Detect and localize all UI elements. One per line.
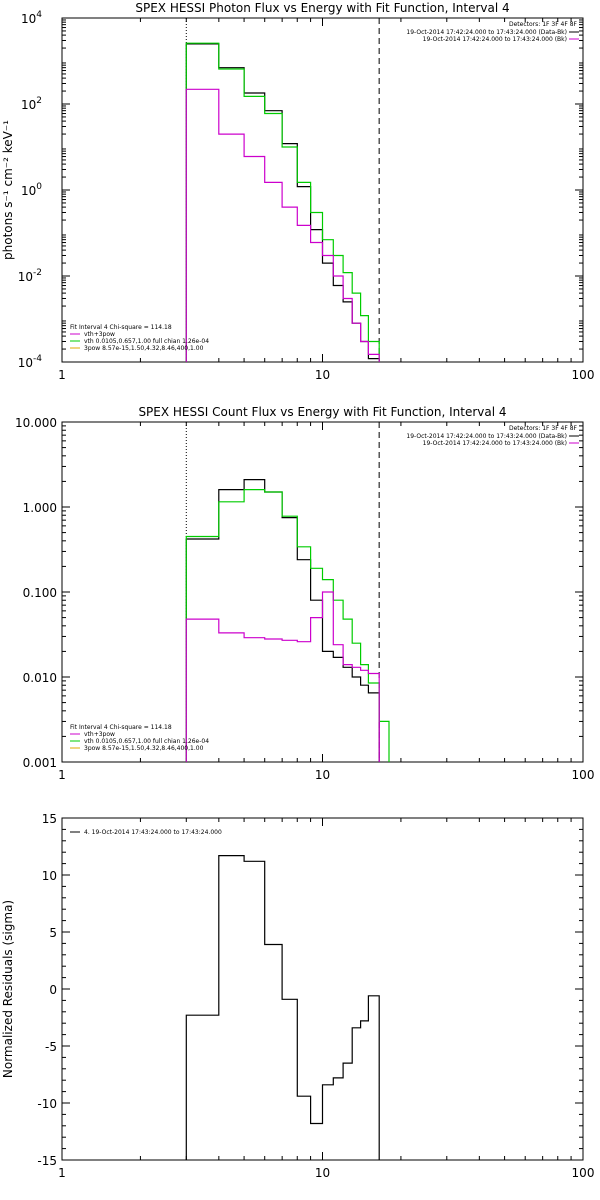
x-tick-label: 10 <box>315 768 330 782</box>
y-tick-base: 10 <box>18 356 33 370</box>
series-3-line <box>185 591 380 762</box>
y-tick-label: 10-2 <box>18 268 42 284</box>
series-1-line <box>185 479 380 762</box>
y-tick-exponent: 0 <box>36 182 42 192</box>
legend-detectors-header: Detectors: 1F 3F 4F 8F <box>509 425 578 432</box>
y-tick-label: -10 <box>37 1097 57 1111</box>
legend-entry: 3pow 8.57e-15,1.50,4.32,8.46,400,1.00 <box>84 745 204 752</box>
x-tick-label: 100 <box>572 768 595 782</box>
y-tick-label: -15 <box>37 1154 57 1168</box>
plot-title: SPEX HESSI Count Flux vs Energy with Fit… <box>138 405 506 419</box>
x-tick-label: 10 <box>315 368 330 382</box>
x-tick-label: 1 <box>58 768 66 782</box>
x-tick-label: 10 <box>315 1166 330 1180</box>
legend-detectors-header: Detectors: 1F 3F 4F 8F <box>509 21 578 28</box>
y-tick-exponent: -4 <box>33 354 42 364</box>
legend-entry: 19-Oct-2014 17:42:24.000 to 17:43:24.000… <box>423 440 567 447</box>
legend-entry: vth 0.0105,0.657,1.00 full chian 1.26e-0… <box>84 338 209 345</box>
y-tick-exponent: -2 <box>33 268 42 278</box>
y-tick-label: 0.100 <box>23 586 57 600</box>
y-tick-label: 0 <box>49 983 57 997</box>
series-3-line <box>185 88 380 362</box>
y-tick-label: 15 <box>42 812 57 826</box>
y-tick-label: 102 <box>21 96 42 112</box>
y-tick-base: 10 <box>21 98 36 112</box>
y-axis-label: photons s⁻¹ cm⁻² keV⁻¹ <box>1 120 15 260</box>
series-1-line <box>185 43 380 362</box>
plot-panel-2: SPEX HESSI Count Flux vs Energy with Fit… <box>15 405 594 782</box>
legend-fit-header: Fit Interval 4 Chi-square = 114.18 <box>70 724 172 731</box>
x-tick-label: 1 <box>58 368 66 382</box>
plot-panel-3: 1 10 100 -15 -10 -5 0 5 10 15 Normalized Residuals… <box>1 812 594 1180</box>
legend-entry: 3pow 8.57e-15,1.50,4.32,8.46,400,1.00 <box>84 345 204 352</box>
legend-entry: 19-Oct-2014 17:42:24.000 to 17:43:24.000… <box>406 433 567 440</box>
y-tick-base: 10 <box>21 184 36 198</box>
series-2-line <box>185 42 380 362</box>
y-axis-label: Normalized Residuals (sigma) <box>1 900 15 1078</box>
y-tick-base: 10 <box>21 12 36 26</box>
legend-entry: 4. 19-Oct-2014 17:43:24.000 to 17:43:24.… <box>84 829 222 836</box>
legend-entry: 19-Oct-2014 17:42:24.000 to 17:43:24.000… <box>423 36 567 43</box>
x-tick-label: 1 <box>58 1166 66 1180</box>
series-1-line <box>185 855 380 1160</box>
y-tick-label: 0.001 <box>23 756 57 770</box>
x-tick-label: 100 <box>572 1166 595 1180</box>
y-tick-exponent: 2 <box>36 96 42 106</box>
y-tick-label: 104 <box>21 10 42 26</box>
y-tick-label: -5 <box>45 1040 57 1054</box>
y-tick-label: 10 <box>42 869 57 883</box>
y-tick-label: 100 <box>21 182 42 198</box>
y-tick-base: 10 <box>18 270 33 284</box>
y-tick-label: 0.010 <box>23 671 57 685</box>
y-tick-label: 10.000 <box>15 416 57 430</box>
y-tick-label: 1.000 <box>23 501 57 515</box>
series-2-line <box>185 489 390 762</box>
x-tick-label: 100 <box>572 368 595 382</box>
legend-entry: 19-Oct-2014 17:42:24.000 to 17:43:24.000… <box>406 29 567 36</box>
legend-fit-header: Fit Interval 4 Chi-square = 114.18 <box>70 324 172 331</box>
legend-entry: vth 0.0105,0.657,1.00 full chian 1.26e-0… <box>84 738 209 745</box>
y-tick-label: 10-4 <box>18 354 43 370</box>
plot-panel-1: SPEX HESSI Photon Flux vs Energy with Fi… <box>1 1 594 382</box>
plot-title: SPEX HESSI Photon Flux vs Energy with Fi… <box>135 1 509 15</box>
legend-entry: vth+3pow <box>84 331 115 338</box>
y-tick-exponent: 4 <box>36 10 42 20</box>
legend-entry: vth+3pow <box>84 731 115 738</box>
y-tick-label: 5 <box>49 926 57 940</box>
plot-frame <box>61 17 584 363</box>
